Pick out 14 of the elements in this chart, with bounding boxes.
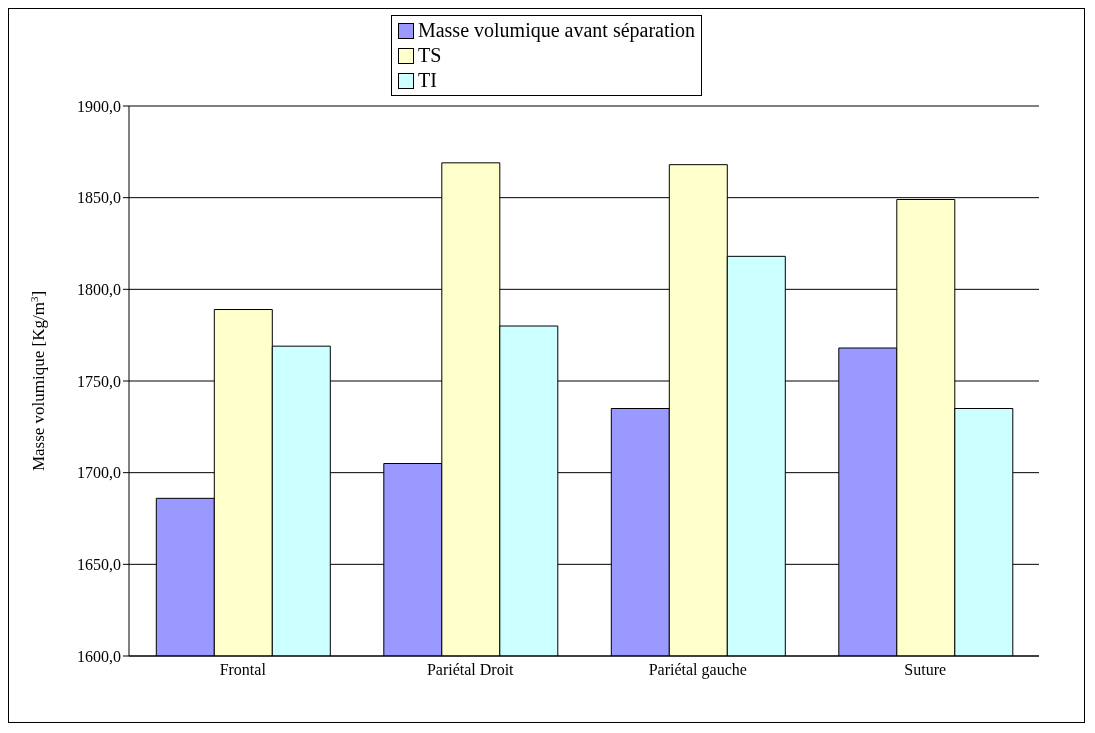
legend-label: TI bbox=[417, 68, 437, 93]
y-tick-label: 1700,0 bbox=[77, 464, 121, 482]
legend-label: TS bbox=[417, 43, 442, 68]
y-tick-label: 1750,0 bbox=[77, 372, 121, 390]
legend-label: Masse volumique avant séparation bbox=[417, 18, 696, 43]
x-tick-label: Pariétal Droit bbox=[426, 661, 515, 679]
y-tick-label: 1800,0 bbox=[77, 281, 121, 299]
y-tick-label: 1600,0 bbox=[77, 647, 121, 665]
y-tick-label: 1650,0 bbox=[77, 556, 121, 574]
y-tick-label: 1850,0 bbox=[77, 189, 121, 207]
x-tick-label: Pariétal gauche bbox=[648, 661, 747, 680]
x-tick-label: Frontal bbox=[219, 661, 267, 679]
x-tick-label: Suture bbox=[904, 661, 947, 679]
y-tick-label: 1900,0 bbox=[77, 97, 121, 115]
